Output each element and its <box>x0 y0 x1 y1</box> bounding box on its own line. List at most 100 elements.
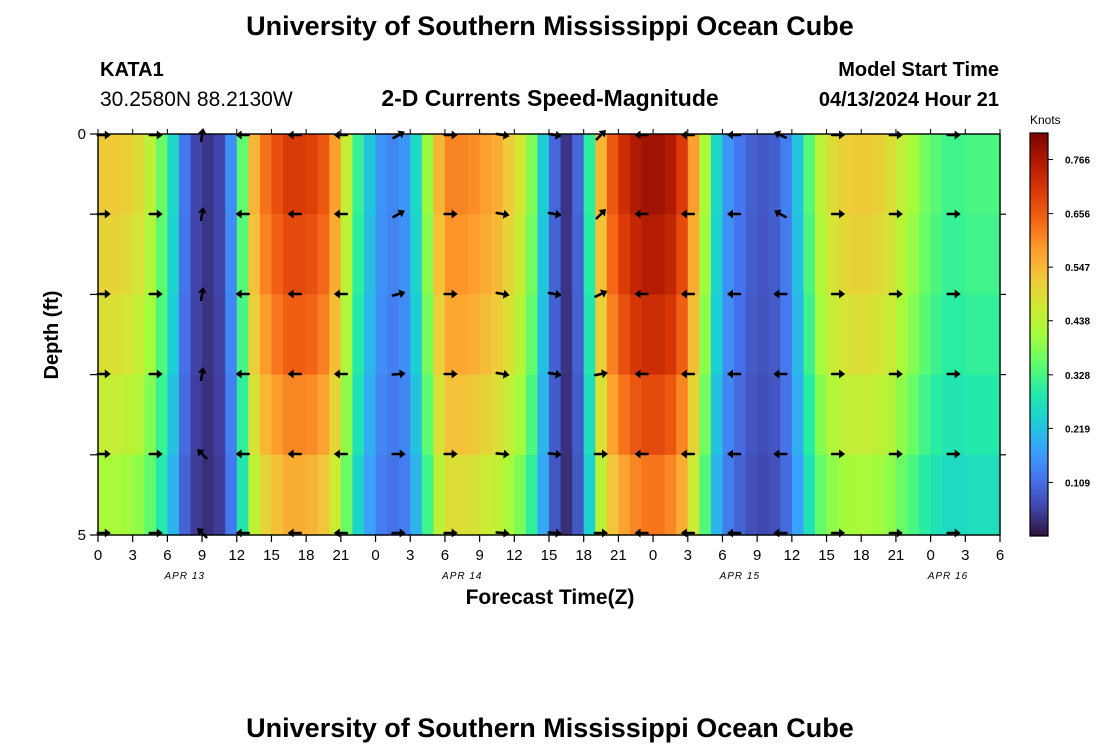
heat-cell <box>537 454 550 536</box>
heat-cell <box>919 454 932 536</box>
heat-cell <box>421 294 434 376</box>
current-arrow <box>148 369 163 379</box>
heat-cell <box>479 294 492 376</box>
current-vectors <box>96 128 961 539</box>
heat-cell <box>722 134 735 215</box>
heat-cell <box>549 214 562 295</box>
heat-cell <box>491 374 504 456</box>
heat-cell <box>340 374 354 456</box>
y-tick-label: 5 <box>78 527 86 544</box>
heat-cell <box>768 134 781 215</box>
heat-cell <box>872 294 885 376</box>
heat-cell <box>456 294 469 376</box>
heat-cell <box>190 374 203 456</box>
x-tick-label: 15 <box>541 547 558 564</box>
heat-cell <box>838 294 851 376</box>
heat-cell <box>849 374 862 456</box>
heat-cell <box>745 454 758 536</box>
heat-cell <box>919 134 932 215</box>
heat-cell <box>352 134 365 215</box>
heat-cell <box>907 134 920 215</box>
heat-cell <box>398 134 411 215</box>
heat-cell <box>410 374 423 456</box>
heat-cell <box>121 294 134 376</box>
heat-cell <box>121 454 134 536</box>
x-tick-label: 18 <box>853 547 870 564</box>
current-arrow <box>443 369 458 379</box>
heat-cell <box>826 294 839 376</box>
heat-cell <box>456 214 469 295</box>
date-label: APR 15 <box>719 571 760 582</box>
heat-cell <box>456 454 469 536</box>
current-arrow <box>830 289 846 299</box>
heat-cell <box>687 214 700 295</box>
heat-cell <box>491 294 504 376</box>
heat-cell <box>363 214 377 295</box>
heat-cell <box>329 214 342 295</box>
heat-cell <box>664 454 677 536</box>
heat-cell <box>283 454 296 536</box>
heat-cell <box>838 374 851 456</box>
heat-cell <box>248 214 261 295</box>
heat-cell <box>606 134 619 215</box>
heat-cell <box>132 214 145 295</box>
heat-cell <box>109 374 122 456</box>
heat-cell <box>98 374 111 456</box>
heat-cell <box>121 374 134 456</box>
heat-cell <box>502 374 515 456</box>
heat-cell <box>479 134 492 215</box>
heat-cell <box>514 454 527 536</box>
x-tick-label: 3 <box>129 547 137 564</box>
current-arrow <box>96 130 111 140</box>
x-axis: 0 3 6 9 12 15 18 21 0 3 6 9 12 15 18 21 0 3 6 9 12 15 18 21 0 3 6 <box>94 129 1004 564</box>
heat-cell <box>225 374 238 456</box>
heat-cell <box>178 454 192 536</box>
current-arrow <box>443 449 458 459</box>
heat-cell <box>514 294 527 376</box>
heat-cell <box>178 134 192 215</box>
current-arrow <box>287 209 302 219</box>
heat-cell <box>849 294 862 376</box>
heat-cell <box>537 294 550 376</box>
current-arrow <box>235 209 250 219</box>
current-arrow <box>495 289 510 299</box>
current-arrow <box>443 209 458 219</box>
heat-cell <box>236 294 249 376</box>
heat-cell <box>317 294 330 376</box>
heat-cell <box>641 134 654 215</box>
heat-cell <box>976 374 990 456</box>
heat-cell <box>629 374 643 456</box>
footer-title: University of Southern Mississippi Ocean… <box>246 713 854 743</box>
heat-cell <box>410 454 423 536</box>
current-arrow <box>773 289 788 299</box>
heat-cell <box>549 134 562 215</box>
heat-cell <box>294 134 307 215</box>
heat-cell <box>352 454 365 536</box>
heat-cell <box>375 294 388 376</box>
heat-cell <box>317 214 330 295</box>
current-arrow <box>634 209 649 219</box>
heat-cell <box>745 214 758 295</box>
heat-cell <box>329 374 342 456</box>
heat-cell <box>294 454 307 536</box>
colorbar <box>1029 132 1049 537</box>
heat-cell <box>676 454 689 536</box>
current-arrow <box>680 130 696 140</box>
heat-cell <box>780 294 793 376</box>
heat-cell <box>375 214 388 295</box>
current-arrow <box>773 369 788 379</box>
current-arrow <box>727 130 742 140</box>
current-arrow <box>197 367 207 382</box>
heat-cell <box>479 454 492 536</box>
heat-cell <box>144 374 157 456</box>
heat-cell <box>745 134 758 215</box>
heat-cell <box>583 134 596 215</box>
heat-cell <box>699 374 712 456</box>
heat-cell <box>572 294 585 376</box>
colorbar-tick-label: 0.328 <box>1065 371 1090 382</box>
date-label: APR 14 <box>441 571 482 582</box>
heat-cell <box>248 454 261 536</box>
current-arrow <box>287 130 302 140</box>
current-arrow <box>547 369 562 379</box>
current-arrow <box>391 369 406 379</box>
